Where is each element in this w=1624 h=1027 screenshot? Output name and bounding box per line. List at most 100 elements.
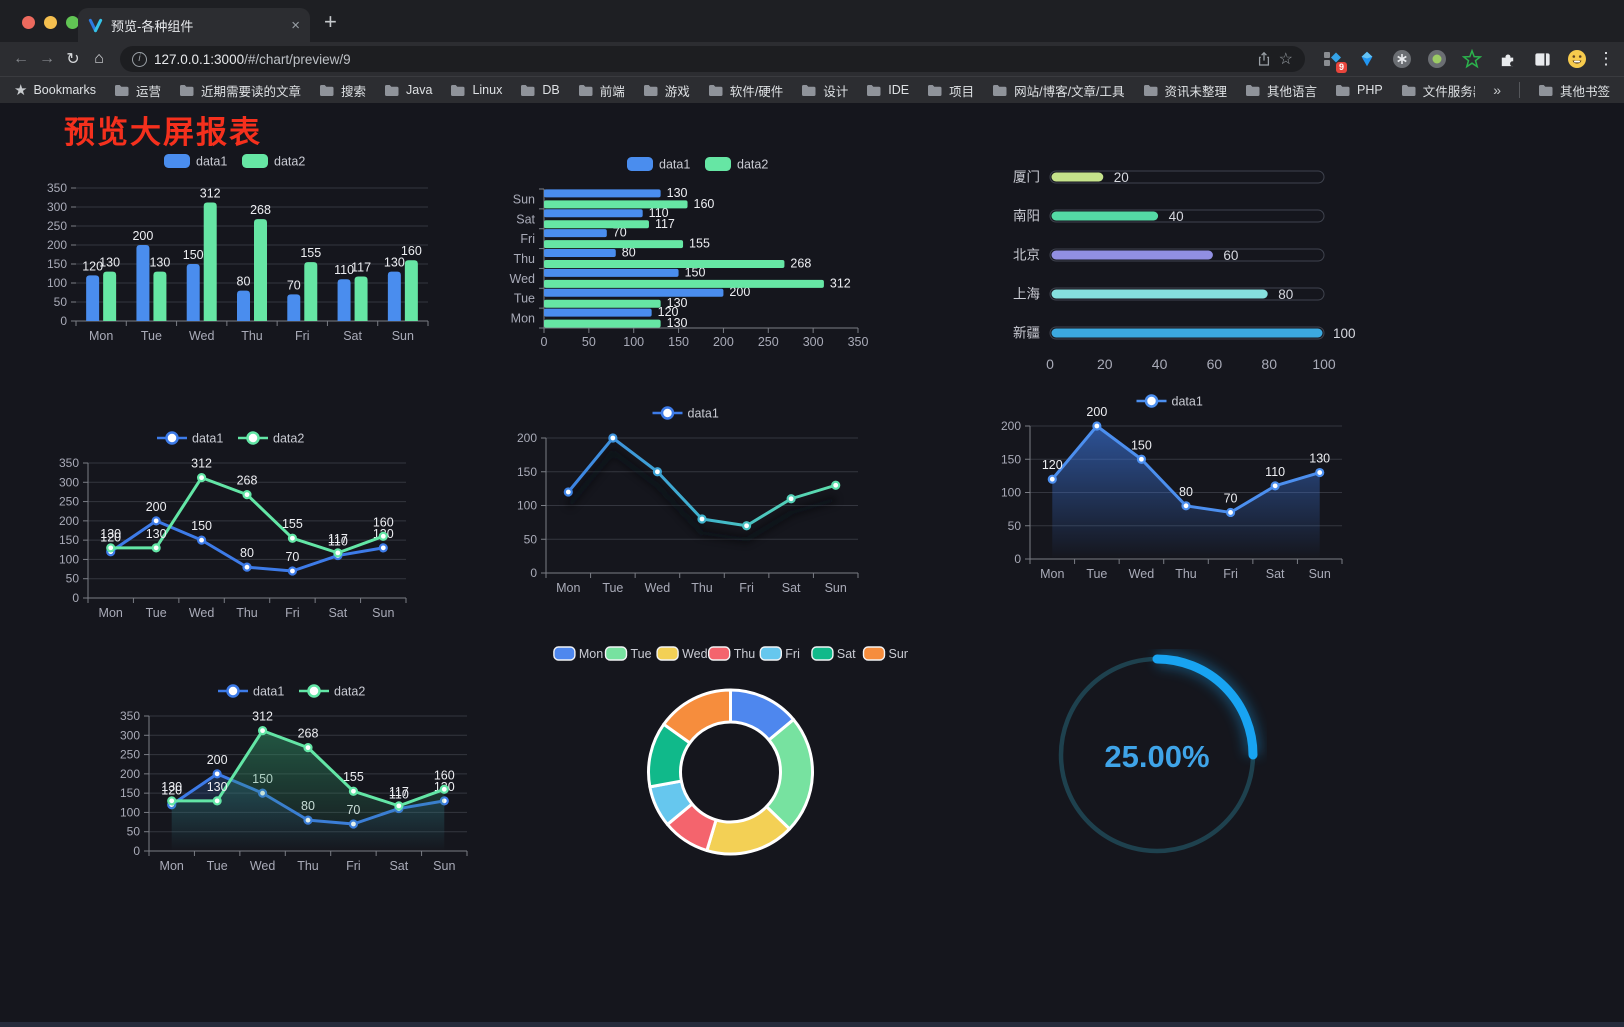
bookmark-folder[interactable]: IDE — [866, 83, 909, 97]
extension-record-icon[interactable] — [1426, 48, 1448, 70]
bookmark-folder[interactable]: 项目 — [927, 81, 974, 100]
svg-text:Sat: Sat — [343, 329, 362, 343]
svg-text:130: 130 — [99, 256, 120, 270]
bookmark-folder[interactable]: 近期需要读的文章 — [179, 81, 301, 100]
gradient-line-chart: data1 0 50 100 150 200 Mon Tue Wed Thu Fri Sat Sun — [500, 400, 872, 605]
area-line-chart: data1 0 50 100 150 200 Mon Tue Wed Thu Fri Sat Sun 12… — [984, 388, 1356, 591]
bookmark-folder[interactable]: 设计 — [801, 81, 848, 100]
tab-close-icon[interactable]: × — [291, 16, 300, 34]
url-text: 127.0.0.1:3000/#/chart/preview/9 — [154, 52, 351, 67]
bookmarks-bar: ★ Bookmarks 运营 近期需要读的文章 搜索 Java Linux DB 前端 游戏软… — [0, 76, 1624, 103]
bookmarks-manager[interactable]: ★ Bookmarks — [14, 81, 96, 99]
svg-text:Sat: Sat — [389, 859, 408, 873]
svg-text:130: 130 — [149, 256, 170, 270]
emoji-extension-icon[interactable] — [1566, 48, 1588, 70]
svg-text:160: 160 — [434, 768, 455, 782]
extension-puzzle-icon[interactable] — [1496, 48, 1518, 70]
bookmarks-label: Bookmarks — [33, 83, 96, 97]
svg-text:80: 80 — [1261, 356, 1277, 372]
svg-text:268: 268 — [237, 474, 258, 488]
window-controls — [22, 16, 79, 29]
svg-text:Fri: Fri — [739, 581, 754, 595]
site-info-icon[interactable]: i — [132, 51, 147, 67]
svg-text:Fri: Fri — [285, 606, 300, 620]
svg-text:300: 300 — [120, 728, 140, 742]
minimize-window-button[interactable] — [44, 16, 57, 29]
svg-text:120: 120 — [161, 784, 182, 798]
svg-text:312: 312 — [191, 457, 212, 471]
sidebar-toggle-icon[interactable] — [1531, 48, 1553, 70]
svg-text:0: 0 — [72, 591, 79, 605]
svg-text:Sun: Sun — [392, 329, 414, 343]
bookmark-star-icon[interactable]: ☆ — [1278, 51, 1293, 68]
svg-text:70: 70 — [1224, 491, 1238, 505]
extension-gem-icon[interactable] — [1356, 48, 1378, 70]
extension-star-icon[interactable] — [1461, 48, 1483, 70]
svg-text:150: 150 — [59, 533, 79, 547]
svg-text:200: 200 — [59, 514, 79, 528]
bookmark-folders: 运营 近期需要读的文章 搜索 Java Linux DB 前端 游戏 软件/硬件 设计 IDE 项目网… — [114, 81, 1475, 100]
svg-text:Thu: Thu — [241, 329, 263, 343]
bookmark-folder[interactable]: Linux — [450, 83, 502, 97]
svg-text:130: 130 — [667, 296, 688, 310]
bookmark-folder[interactable]: 游戏 — [643, 81, 690, 100]
svg-text:Fri: Fri — [520, 232, 535, 246]
svg-text:150: 150 — [47, 257, 67, 271]
svg-text:100: 100 — [120, 805, 140, 819]
svg-text:Fri: Fri — [346, 859, 361, 873]
reload-button[interactable]: ↻ — [66, 51, 80, 68]
browser-tab[interactable]: 预览-各种组件 × — [78, 8, 310, 42]
zoom-window-button[interactable] — [66, 16, 79, 29]
extension-grid-icon[interactable]: 9 — [1321, 48, 1347, 73]
svg-text:Tue: Tue — [207, 859, 228, 873]
home-button[interactable]: ⌂ — [94, 50, 104, 67]
bookmark-folder[interactable]: 其他语言 — [1245, 81, 1317, 100]
svg-text:117: 117 — [351, 261, 371, 275]
other-bookmarks-folder[interactable]: 其他书签 — [1538, 81, 1610, 100]
svg-text:110: 110 — [389, 788, 409, 802]
svg-text:155: 155 — [689, 237, 710, 251]
page-title: 预览大屏报表 — [64, 115, 262, 150]
svg-text:100: 100 — [59, 552, 79, 566]
bookmarks-divider — [1518, 82, 1520, 98]
svg-text:上海: 上海 — [1013, 287, 1040, 302]
svg-text:150: 150 — [183, 248, 204, 262]
svg-text:150: 150 — [517, 465, 537, 479]
svg-text:110: 110 — [649, 206, 669, 220]
bookmark-folder[interactable]: PHP — [1335, 83, 1383, 97]
svg-text:Fri: Fri — [785, 647, 800, 661]
close-window-button[interactable] — [22, 16, 35, 29]
tab-favicon-icon — [88, 18, 103, 33]
svg-text:130: 130 — [667, 186, 688, 200]
svg-text:80: 80 — [237, 275, 251, 289]
browser-menu-button[interactable]: ⋮ — [1597, 49, 1615, 68]
extension-command-icon[interactable] — [1391, 48, 1413, 70]
share-icon[interactable] — [1256, 51, 1272, 67]
svg-text:268: 268 — [790, 257, 811, 271]
bookmark-folder[interactable]: DB — [520, 83, 560, 97]
svg-text:Mon: Mon — [579, 647, 603, 661]
bookmark-folder[interactable]: 资讯未整理 — [1143, 81, 1227, 100]
svg-text:新疆: 新疆 — [1013, 326, 1040, 341]
forward-button[interactable]: → — [39, 50, 55, 67]
bookmark-folder[interactable]: 网站/博客/文章/工具 — [992, 81, 1125, 100]
svg-text:Sat: Sat — [328, 606, 347, 620]
bookmark-folder[interactable]: 前端 — [578, 81, 625, 100]
svg-text:Fri: Fri — [295, 329, 310, 343]
svg-text:Thu: Thu — [297, 859, 319, 873]
back-button[interactable]: ← — [13, 50, 29, 67]
address-bar[interactable]: i 127.0.0.1:3000/#/chart/preview/9 ☆ — [120, 46, 1305, 72]
bookmark-folder[interactable]: 搜索 — [319, 81, 366, 100]
bookmarks-overflow-chevron[interactable]: » — [1493, 82, 1501, 98]
svg-text:Tue: Tue — [631, 647, 652, 661]
new-tab-button[interactable]: + — [324, 9, 337, 34]
bookmark-folder[interactable]: 软件/硬件 — [708, 81, 783, 100]
bookmark-folder[interactable]: 文件服务器 — [1401, 81, 1475, 100]
svg-text:50: 50 — [582, 335, 596, 349]
svg-text:250: 250 — [120, 748, 140, 762]
capsule-progress-chart: 厦门 20 南阳 40 北京 60 上海 80 新疆 100 0 20 40 60 80 100 — [992, 161, 1360, 381]
svg-text:110: 110 — [1265, 465, 1285, 479]
bookmark-folder[interactable]: 运营 — [114, 81, 161, 100]
bookmark-folder[interactable]: Java — [384, 83, 432, 97]
svg-text:300: 300 — [803, 335, 824, 349]
